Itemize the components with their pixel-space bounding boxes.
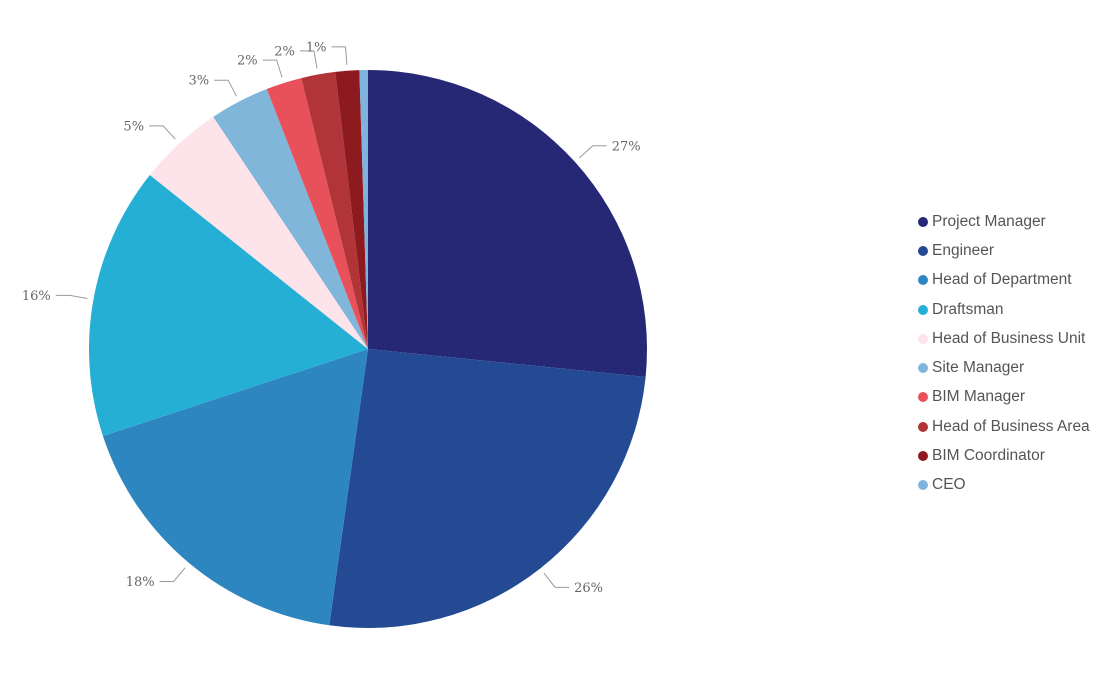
- legend-label: Head of Business Unit: [932, 329, 1086, 347]
- pie-slice-ceo[interactable]: [359, 70, 368, 349]
- legend-swatch: [918, 245, 928, 256]
- data-label-head-of-business-area: 2%: [274, 44, 295, 59]
- leader-line-head-of-business-area: [299, 50, 318, 69]
- pie-slice-project-manager[interactable]: [368, 70, 647, 378]
- legend-item-head-of-business-area[interactable]: Head of Business Area: [918, 412, 1090, 441]
- legend-swatch: [918, 363, 928, 374]
- legend-swatch: [918, 304, 928, 315]
- leader-line-bim-manager: [262, 59, 283, 78]
- legend-item-bim-coordinator[interactable]: BIM Coordinator: [918, 441, 1090, 470]
- leader-line-project-manager: [579, 145, 607, 159]
- pie-slice-site-manager[interactable]: [213, 89, 368, 350]
- pie-slice-engineer[interactable]: [329, 349, 646, 628]
- legend-item-project-manager[interactable]: Project Manager: [918, 207, 1090, 236]
- legend-swatch: [918, 421, 928, 432]
- pie-slice-bim-coordinator[interactable]: [335, 70, 368, 349]
- pie-slice-bim-manager[interactable]: [266, 78, 368, 350]
- legend-item-engineer[interactable]: Engineer: [918, 236, 1090, 265]
- pie-slice-draftsman[interactable]: [88, 175, 368, 437]
- data-label-draftsman: 16%: [22, 289, 51, 304]
- leader-line-site-manager: [214, 79, 237, 97]
- legend-item-draftsman[interactable]: Draftsman: [918, 295, 1090, 324]
- data-label-project-manager: 27%: [612, 139, 641, 154]
- data-label-bim-manager: 2%: [237, 54, 258, 69]
- legend-label: CEO: [932, 476, 966, 494]
- pie-slice-head-of-business-area[interactable]: [301, 71, 368, 350]
- legend-label: Draftsman: [932, 300, 1004, 318]
- legend-item-head-of-business-unit[interactable]: Head of Business Unit: [918, 324, 1090, 353]
- data-label-bim-coordinator: 1%: [306, 40, 327, 55]
- leader-line-engineer: [543, 572, 570, 588]
- data-label-engineer: 26%: [574, 581, 603, 596]
- legend-item-head-of-department[interactable]: Head of Department: [918, 266, 1090, 295]
- leader-line-head-of-department: [159, 567, 186, 582]
- leader-line-bim-coordinator: [331, 46, 348, 65]
- legend-label: Engineer: [932, 241, 995, 259]
- legend-item-bim-manager[interactable]: BIM Manager: [918, 383, 1090, 412]
- pie-slice-head-of-business-unit[interactable]: [149, 116, 368, 349]
- legend-label: BIM Manager: [932, 388, 1026, 406]
- legend-swatch: [918, 451, 928, 462]
- legend-label: Project Manager: [932, 212, 1046, 230]
- data-label-site-manager: 3%: [189, 74, 210, 89]
- legend-swatch: [918, 275, 928, 286]
- legend-label: Head of Business Area: [932, 417, 1090, 435]
- data-label-head-of-business-unit: 5%: [123, 119, 144, 134]
- legend-item-ceo[interactable]: CEO: [918, 471, 1090, 500]
- legend-label: BIM Coordinator: [932, 447, 1045, 465]
- leader-line-draftsman: [55, 294, 88, 300]
- legend-swatch: [918, 392, 928, 403]
- legend-item-site-manager[interactable]: Site Manager: [918, 353, 1090, 382]
- legend-swatch: [918, 333, 928, 344]
- legend-label: Site Manager: [932, 359, 1025, 377]
- leader-line-head-of-business-unit: [149, 125, 176, 140]
- data-label-head-of-department: 18%: [126, 575, 155, 590]
- chart-legend: Project Manager Engineer Head of Departmen…: [918, 207, 1090, 500]
- legend-label: Head of Department: [932, 271, 1072, 289]
- pie-slice-head-of-department[interactable]: [102, 349, 369, 626]
- legend-swatch: [918, 480, 928, 491]
- legend-swatch: [918, 216, 928, 227]
